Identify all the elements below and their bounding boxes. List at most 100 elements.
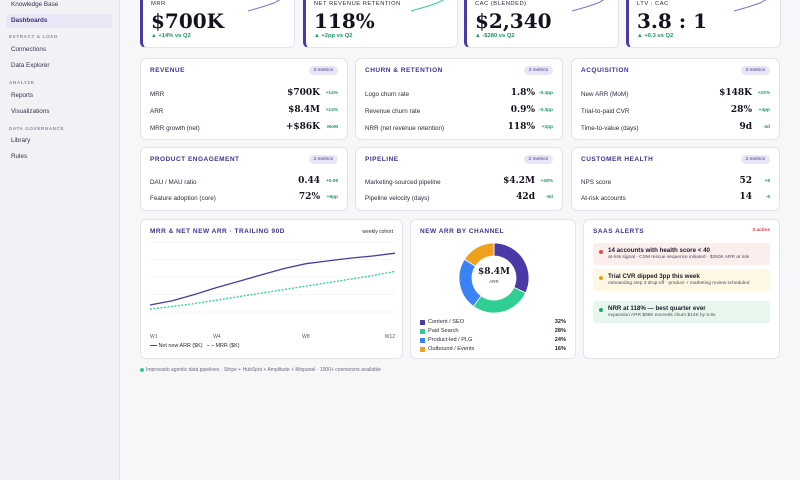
- kpi-sparkline: [572, 0, 605, 12]
- legend-percent: 32%: [554, 319, 566, 325]
- donut-chart-card[interactable]: NEW ARR BY CHANNEL $8.4M ARR Content / S…: [410, 219, 576, 359]
- metric-card-acquisition[interactable]: ACQUISITION 3 metrics New ARR (MoM) $148K…: [571, 58, 780, 140]
- metric-card-product-engagement[interactable]: PRODUCT ENGAGEMENT 2 metrics DAU / MAU r…: [140, 147, 348, 211]
- card-title: REVENUE: [150, 67, 185, 74]
- metric-value: +$86K: [285, 122, 320, 132]
- legend-swatch: [420, 329, 425, 334]
- alert-dot-icon: [599, 308, 603, 312]
- metric-row: At-risk accounts 14 -6: [581, 191, 770, 205]
- metric-label: NRR (net revenue retention): [365, 125, 445, 132]
- metric-value: $8.4M: [288, 105, 320, 115]
- sidebar-item-visualizations[interactable]: Visualizations: [11, 108, 50, 115]
- footer-text: Improvado agentic data pipelines · Strip…: [146, 367, 381, 373]
- metric-delta: +4pp: [758, 108, 770, 113]
- x-tick-label: W8: [302, 334, 310, 340]
- metric-row: Revenue churn rate 0.9% -0.3pp: [365, 104, 553, 118]
- kpi-delta: ▲ -$280 vs Q2: [475, 33, 515, 39]
- metric-delta: +8: [764, 179, 770, 184]
- sidebar-item-reports[interactable]: Reports: [11, 92, 34, 99]
- legend-label: Content / SEO: [428, 319, 465, 325]
- metric-card-revenue[interactable]: REVENUE 3 metrics MRR $700K +14% ARR $8.4M +…: [140, 58, 348, 140]
- metric-value: 9d: [739, 122, 752, 132]
- x-tick-label: W12: [385, 334, 396, 340]
- metric-delta: -0.3pp: [538, 108, 553, 113]
- metric-delta: +0.08: [325, 179, 338, 184]
- sidebar-item-data-explorer[interactable]: Data Explorer: [11, 62, 50, 69]
- card-title: ACQUISITION: [581, 67, 630, 74]
- metric-row: Pipeline velocity (days) 42d -6d: [365, 191, 553, 205]
- card-title: CHURN & RETENTION: [365, 67, 443, 74]
- kpi-card-nrr[interactable]: NET REVENUE RETENTION 118% ▲ +2pp vs Q2: [303, 0, 458, 48]
- metric-row: NPS score 52 +8: [581, 175, 770, 189]
- metric-label: MRR: [150, 91, 165, 98]
- metric-label: DAU / MAU ratio: [150, 179, 197, 186]
- legend-label: Product-led / PLG: [428, 337, 473, 343]
- donut-chart: [458, 242, 530, 314]
- legend-swatch: [420, 320, 425, 325]
- legend-swatch: [207, 345, 215, 347]
- alert-item[interactable]: Trial CVR dipped 3pp this week onboardin…: [593, 269, 770, 291]
- legend-label: MRR ($K): [215, 343, 240, 349]
- kpi-label: MRR: [151, 1, 166, 7]
- alert-dot-icon: [599, 250, 603, 254]
- alert-item[interactable]: NRR at 118% — best quarter ever expansio…: [593, 301, 770, 323]
- metric-value: $4.2M: [503, 176, 535, 186]
- donut-slice: [472, 286, 527, 314]
- legend-percent: 24%: [554, 337, 566, 343]
- metric-value: $700K: [287, 88, 320, 98]
- kpi-label: NET REVENUE RETENTION: [314, 1, 401, 7]
- kpi-delta: ▲ +0.3 vs Q2: [637, 33, 674, 39]
- sidebar-item-rules[interactable]: Rules: [11, 153, 28, 160]
- metrics-count-badge: 3 metrics: [740, 66, 770, 75]
- metric-row: MRR growth (net) +$86K MoM: [150, 121, 338, 135]
- metric-delta: -6: [765, 195, 770, 200]
- kpi-card-ltv-cac[interactable]: LTV : CAC 3.8 : 1 ▲ +0.3 vs Q2: [626, 0, 781, 48]
- alert-title: 14 accounts with health score < 40: [608, 247, 710, 254]
- sidebar-section-analyze: ANALYZE: [9, 80, 35, 85]
- metric-label: Trial-to-paid CVR: [581, 108, 630, 115]
- footer-note: Improvado agentic data pipelines · Strip…: [140, 367, 381, 373]
- kpi-sparkline: [411, 0, 445, 12]
- metric-label: Feature adoption (core): [150, 195, 216, 202]
- donut-legend-row: Outbound / Events 16%: [420, 345, 566, 355]
- alerts-card[interactable]: SAAS ALERTS 3 active 14 accounts with he…: [583, 219, 780, 359]
- metric-card-pipeline[interactable]: PIPELINE 2 metrics Marketing-sourced pip…: [355, 147, 563, 211]
- card-title: PRODUCT ENGAGEMENT: [150, 156, 240, 163]
- kpi-card-cac[interactable]: CAC (BLENDED) $2,340 ▲ -$280 vs Q2: [464, 0, 619, 48]
- donut-legend-row: Product-led / PLG 24%: [420, 336, 566, 346]
- legend-percent: 16%: [554, 346, 566, 352]
- metric-value: 0.9%: [510, 105, 535, 115]
- alert-item[interactable]: 14 accounts with health score < 40 at-ri…: [593, 243, 770, 265]
- metric-card-customer-health[interactable]: CUSTOMER HEALTH 2 metrics NPS score 52 +8 …: [571, 147, 780, 211]
- donut-center-value: $8.4M: [478, 267, 510, 277]
- metric-delta: +28%: [540, 179, 553, 184]
- metric-delta: +2pp: [541, 125, 553, 130]
- metrics-count-badge: 2 metrics: [308, 155, 338, 164]
- x-tick-label: W1: [150, 334, 158, 340]
- sidebar-item-library[interactable]: Library: [11, 137, 31, 144]
- metric-card-churn-retention[interactable]: CHURN & RETENTION 3 metrics Logo churn r…: [355, 58, 563, 140]
- alert-dot-icon: [599, 276, 603, 280]
- legend-swatch: [420, 338, 425, 343]
- metric-delta: +14%: [325, 91, 338, 96]
- metric-row: Feature adoption (core) 72% +6pp: [150, 191, 338, 205]
- kpi-sparkline: [248, 0, 281, 12]
- metric-label: Marketing-sourced pipeline: [365, 179, 441, 186]
- metric-label: Revenue churn rate: [365, 108, 421, 115]
- metric-value: 14: [739, 192, 752, 202]
- metric-delta: +6pp: [326, 195, 338, 200]
- donut-slice: [463, 242, 495, 267]
- metric-label: Time-to-value (days): [581, 125, 639, 132]
- legend-swatch: [150, 344, 157, 347]
- line-chart-card[interactable]: MRR & NET NEW ARR · TRAILING 90D weekly …: [140, 219, 403, 359]
- sidebar-item-connections[interactable]: Connections: [11, 46, 47, 53]
- kpi-card-mrr[interactable]: MRR $700K ▲ +14% vs Q2: [140, 0, 295, 48]
- legend-label: Paid Search: [428, 328, 459, 334]
- metric-label: New ARR (MoM): [581, 91, 629, 98]
- metrics-count-badge: 3 metrics: [308, 66, 338, 75]
- metric-label: At-risk accounts: [581, 195, 626, 202]
- sidebar-item-knowledge-base[interactable]: Knowledge Base: [11, 1, 59, 8]
- x-tick-label: W4: [213, 334, 221, 340]
- sidebar-item-dashboards[interactable]: Dashboards: [6, 14, 112, 28]
- sidebar-section-extract-load: EXTRACT & LOAD: [9, 34, 58, 39]
